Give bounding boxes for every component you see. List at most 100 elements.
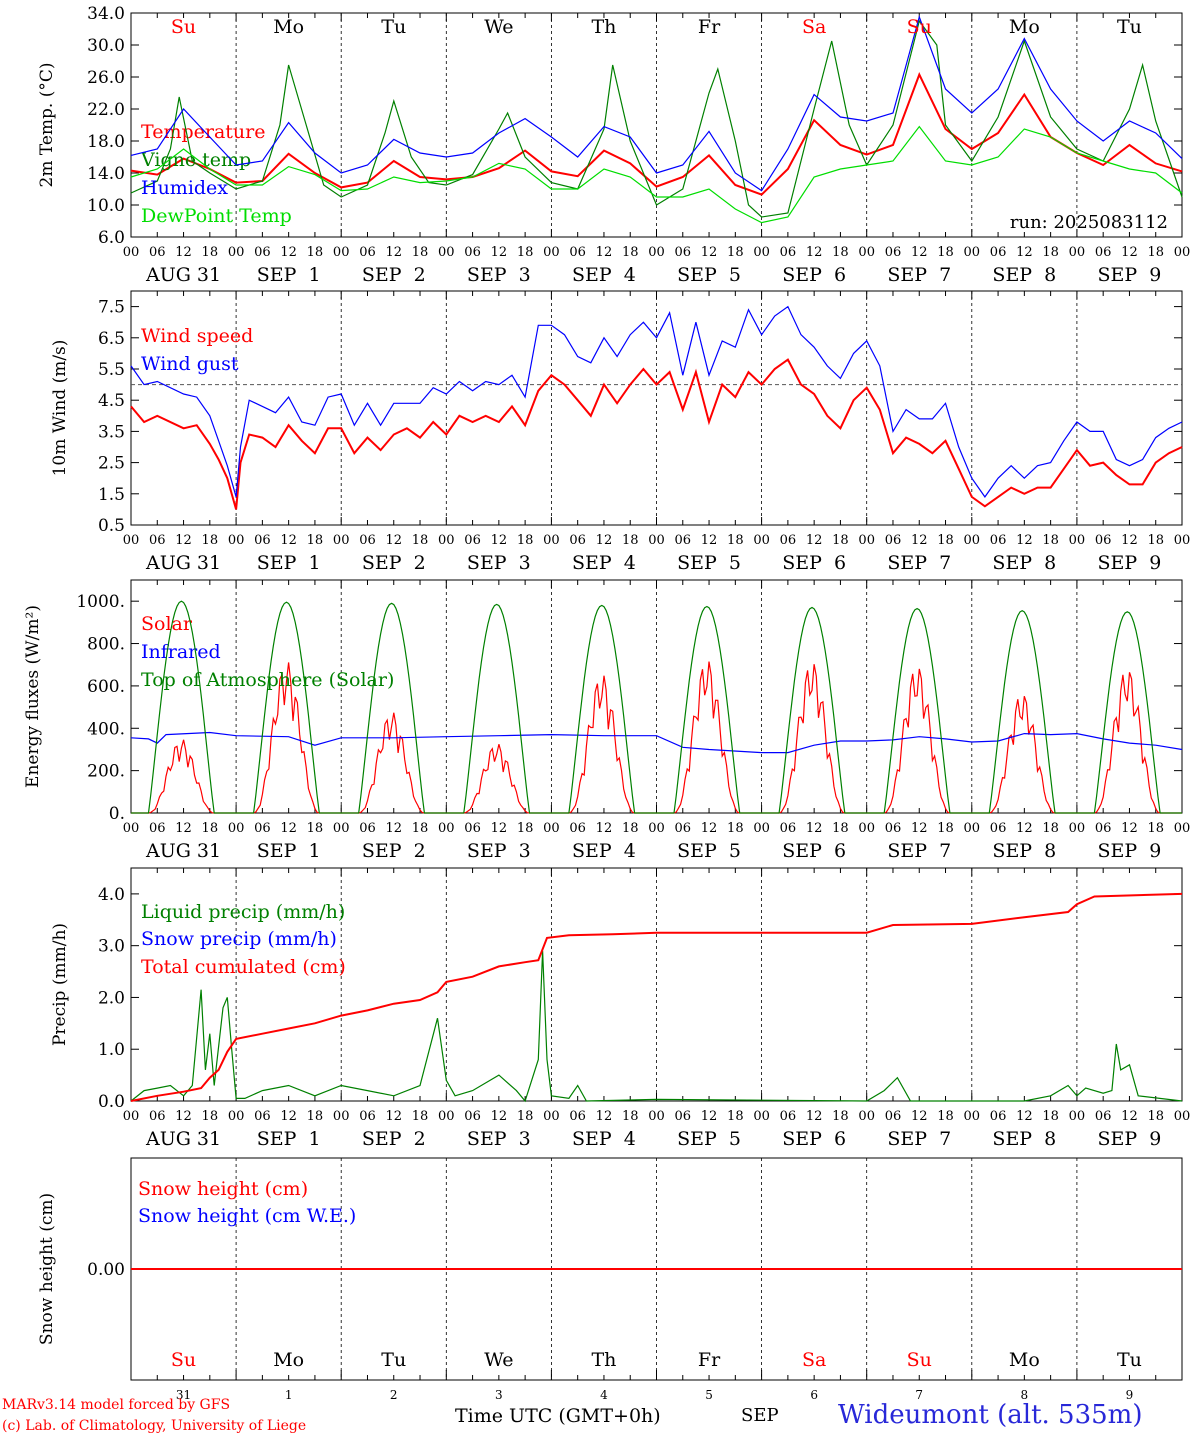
hour-tick-label: 06 <box>149 821 166 836</box>
hour-tick-label: 06 <box>254 821 271 836</box>
day-name: Tu <box>381 16 406 38</box>
y-tick-label: 22.0 <box>87 100 125 120</box>
hour-tick-label: 00 <box>438 245 455 260</box>
date-label: AUG 31 <box>145 552 221 574</box>
hour-tick-label: 18 <box>412 1109 429 1124</box>
hour-tick-label: 12 <box>491 821 508 836</box>
hour-tick-label: 12 <box>911 1109 928 1124</box>
hour-tick-label: 00 <box>858 245 875 260</box>
hour-tick-label: 06 <box>359 245 376 260</box>
hour-tick-label: 12 <box>1016 533 1033 548</box>
date-label: SEP 9 <box>1098 840 1162 862</box>
run-label: run: 2025083112 <box>1010 212 1168 233</box>
hour-tick-label: 18 <box>307 245 324 260</box>
day-name: Fr <box>698 16 721 38</box>
date-label: SEP 2 <box>362 1128 426 1150</box>
date-label: AUG 31 <box>145 264 221 286</box>
hour-tick-label: 12 <box>701 1109 718 1124</box>
hour-tick-label: 00 <box>1069 821 1086 836</box>
day-number: 2 <box>390 1388 398 1402</box>
hour-tick-label: 00 <box>333 533 350 548</box>
y-tick-label: 2.5 <box>98 454 125 474</box>
legend-label: Liquid precip (mm/h) <box>141 901 345 923</box>
hour-tick-label: 18 <box>307 1109 324 1124</box>
hour-tick-label: 18 <box>1042 533 1059 548</box>
day-number: 6 <box>810 1388 818 1402</box>
hour-tick-label: 18 <box>832 1109 849 1124</box>
hour-tick-label: 12 <box>596 821 613 836</box>
y-axis-title: 2m Temp. (°C) <box>37 62 57 187</box>
date-label: SEP 3 <box>467 1128 531 1150</box>
hour-tick-label: 06 <box>675 1109 692 1124</box>
hour-tick-label: 00 <box>753 821 770 836</box>
hour-tick-label: 06 <box>1095 821 1112 836</box>
series-line-liquid-precip-mm-h- <box>130 950 1183 1103</box>
hour-tick-label: 06 <box>569 821 586 836</box>
hour-tick-label: 00 <box>228 533 245 548</box>
hour-tick-label: 00 <box>964 821 981 836</box>
y-tick-label: 14.0 <box>87 164 125 184</box>
hour-tick-label: 12 <box>280 533 297 548</box>
hour-tick-label: 12 <box>175 821 192 836</box>
date-label: SEP 4 <box>572 264 636 286</box>
hour-tick-label: 00 <box>543 1109 560 1124</box>
date-label: SEP 7 <box>887 552 951 574</box>
hour-tick-label: 00 <box>964 1109 981 1124</box>
date-label: SEP 8 <box>992 1128 1056 1150</box>
hour-tick-label: 18 <box>727 1109 744 1124</box>
hour-tick-label: 06 <box>780 533 797 548</box>
month-label: SEP <box>741 1405 779 1426</box>
hour-tick-label: 06 <box>149 1109 166 1124</box>
hour-tick-label: 06 <box>990 1109 1007 1124</box>
date-label: SEP 3 <box>467 840 531 862</box>
day-name: Tu <box>1117 1349 1142 1371</box>
hour-tick-label: 06 <box>464 533 481 548</box>
day-number: 31 <box>176 1388 191 1402</box>
hour-tick-label: 00 <box>858 1109 875 1124</box>
date-label: SEP 7 <box>887 264 951 286</box>
y-tick-label: 6.0 <box>98 228 125 248</box>
series-line-temperature <box>130 72 1183 196</box>
date-label: SEP 3 <box>467 264 531 286</box>
hour-tick-label: 18 <box>622 533 639 548</box>
hour-tick-label: 06 <box>885 821 902 836</box>
hour-tick-label: 18 <box>832 533 849 548</box>
y-axis-title: Energy fluxes (W/m²) <box>23 605 43 788</box>
date-label: SEP 9 <box>1098 264 1162 286</box>
legend-label: Solar <box>141 613 193 635</box>
y-tick-label: 1.5 <box>98 485 125 505</box>
y-tick-label: 3.0 <box>98 937 125 957</box>
legend-label: Snow height (cm) <box>138 1178 308 1200</box>
hour-tick-label: 00 <box>648 533 665 548</box>
legend-label: Snow precip (mm/h) <box>141 928 337 950</box>
hour-tick-label: 06 <box>254 533 271 548</box>
hour-tick-label: 00 <box>648 1109 665 1124</box>
hour-tick-label: 18 <box>1147 245 1164 260</box>
date-label: SEP 1 <box>257 840 321 862</box>
hour-tick-label: 00 <box>648 821 665 836</box>
hour-tick-label: 12 <box>806 533 823 548</box>
day-name: Sa <box>802 1349 826 1371</box>
hour-tick-label: 12 <box>911 533 928 548</box>
hour-tick-label: 06 <box>464 1109 481 1124</box>
hour-tick-label: 00 <box>228 1109 245 1124</box>
hour-tick-label: 12 <box>385 533 402 548</box>
hour-tick-label: 00 <box>1174 821 1191 836</box>
hour-tick-label: 18 <box>412 245 429 260</box>
hour-tick-label: 18 <box>307 821 324 836</box>
legend-label: Wind speed <box>141 325 253 347</box>
hour-tick-label: 12 <box>701 821 718 836</box>
date-label: SEP 1 <box>257 1128 321 1150</box>
date-label: SEP 4 <box>572 552 636 574</box>
day-name: Mo <box>273 1349 304 1371</box>
legend-label: Infrared <box>141 641 221 663</box>
panel-4: 0.0 1.0 2.0 3.0 4.0 Precip (mm/h) Liquid preci… <box>50 867 1190 1150</box>
day-name: Mo <box>273 16 304 38</box>
legend-label: Top of Atmosphere (Solar) <box>141 669 394 691</box>
hour-tick-label: 06 <box>464 245 481 260</box>
hour-tick-label: 12 <box>1121 821 1138 836</box>
hour-tick-label: 12 <box>280 245 297 260</box>
y-tick-label: 1.0 <box>98 1040 125 1060</box>
hour-tick-label: 00 <box>1174 245 1191 260</box>
